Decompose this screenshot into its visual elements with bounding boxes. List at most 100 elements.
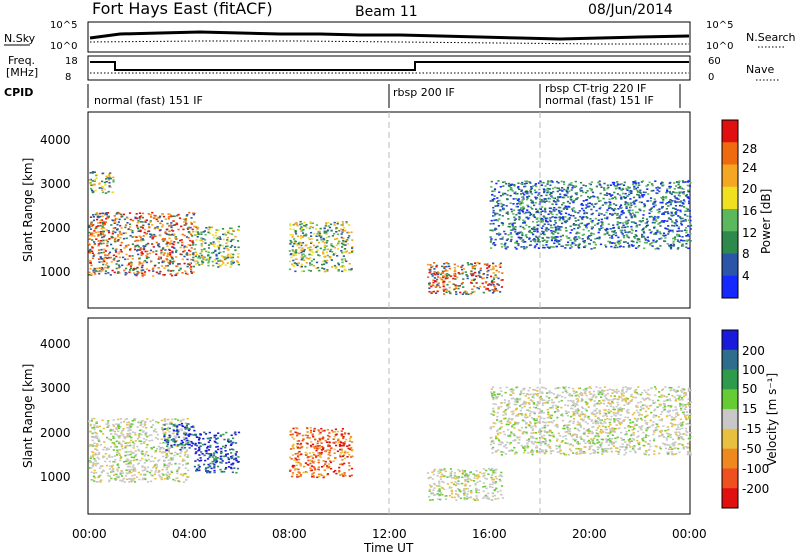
power-region-3-cell [300,263,303,266]
velocity-region-0-cell [124,446,127,449]
velocity-region-4-cell [450,486,453,489]
power-region-5-cell [604,228,607,231]
power-region-2-cell [203,230,206,232]
power-region-5-cell [612,203,616,205]
power-region-0-cell [169,259,172,262]
power-region-5-cell [562,208,565,210]
power-region-5-cell [497,204,500,207]
power-region-1-cell [101,189,104,191]
velocity-region-0-cell [110,471,113,473]
power-region-4-cell [458,273,461,275]
power-region-5-cell [546,221,549,223]
velocity-region-0-cell [134,433,137,436]
power-region-3-cell [305,226,308,229]
power-region-3-cell [318,232,322,235]
power-region-0-cell [173,260,176,263]
power-region-5-cell [554,229,557,232]
power-region-3-cell [322,237,325,240]
power-region-0-cell [102,263,105,266]
power-region-3-cell [334,252,337,255]
power-region-2-cell [231,259,234,262]
power-region-3-cell [300,251,303,254]
power-region-5-cell [554,238,557,240]
velocity-region-0-cell [181,464,184,466]
velocity-region-0-cell [121,430,124,432]
power-region-5-cell [572,223,576,225]
power-region-5-cell [618,242,622,244]
power-region-4-cell [479,269,482,272]
power-region-5-cell [634,182,637,184]
velocity-region-0-cell [149,420,152,423]
power-region-0-cell [141,275,144,277]
power-region-5-cell [604,201,607,204]
velocity-region-3-cell [320,437,323,440]
power-region-5-cell [626,242,629,244]
power-region-5-cell [546,190,549,192]
velocity-region-0-cell [128,435,131,438]
power-region-5-cell [673,236,677,238]
velocity-region-0-cell [111,464,114,467]
power-region-5-cell [652,202,655,205]
power-region-5-cell [659,245,662,247]
power-region-0-cell [127,228,130,231]
velocity-region-3-cell [295,468,299,470]
velocity-region-2-cell [220,462,223,464]
power-region-0-cell [110,224,113,226]
velocity-region-0-cell [118,425,121,428]
velocity-region-3-cell [328,445,331,447]
power-region-5-cell [542,244,545,247]
power-region-2-cell [207,247,211,249]
power-region-3-cell [330,259,333,261]
power-region-0-cell [123,269,126,272]
power-region-0-cell [180,253,183,256]
power-region-2-cell [222,257,226,260]
power-region-3-cell [341,251,344,254]
velocity-region-1-cell [184,434,187,436]
power-region-5-cell [492,243,495,245]
power-region-5-cell [551,181,554,183]
power-region-5-cell [688,200,691,203]
power-region-5-cell [686,210,689,212]
velocity-region-3-cell [337,442,340,444]
power-region-5-cell [630,244,633,246]
velocity-region-0-cell [131,452,134,454]
power-region-5-cell [518,216,521,218]
power-region-5-cell [672,240,675,243]
power-region-0-cell [93,254,96,256]
velocity-region-5-cell [532,437,535,439]
power-region-5-cell [590,232,593,235]
power-region-5-cell [670,212,673,215]
power-region-3-cell [300,256,303,258]
velocity-region-2-cell [198,469,201,472]
power-region-0-cell [166,242,169,244]
power-region-4-cell [443,280,446,283]
power-region-0-cell [107,266,110,268]
power-region-5-cell [568,237,571,239]
velocity-region-2-cell [196,436,199,438]
velocity-region-0-cell [148,434,151,437]
velocity-region-0-cell [131,466,134,468]
nsearch-tick-bottom: 10^0 [706,41,733,52]
power-region-4-cell [462,278,465,280]
power-region-5-cell [651,245,654,247]
velocity-region-3-cell [339,452,342,454]
power-region-2-cell [217,260,220,262]
velocity-region-2-cell [216,442,219,445]
power-region-5-cell [501,215,504,217]
velocity-region-3-cell [314,468,317,471]
power-region-0-cell [97,252,100,255]
power-region-3-cell [305,223,308,226]
power-colorbar: 28 24 20 16 12 8 4 Power [dB] [721,119,773,299]
velocity-region-3-cell [330,429,334,432]
power-region-5-cell [570,184,573,186]
velocity-region-0-cell [126,459,129,461]
power-region-5-cell [620,198,623,200]
power-region-5-cell [666,220,669,222]
velocity-region-5-cell [573,413,576,415]
power-region-5-cell [533,226,536,228]
power-region-5-cell [647,240,650,242]
power-region-0-cell [104,272,107,275]
velocity-region-0-cell [178,467,181,469]
velocity-region-2-cell [222,445,225,448]
velocity-region-4-cell [466,478,469,481]
